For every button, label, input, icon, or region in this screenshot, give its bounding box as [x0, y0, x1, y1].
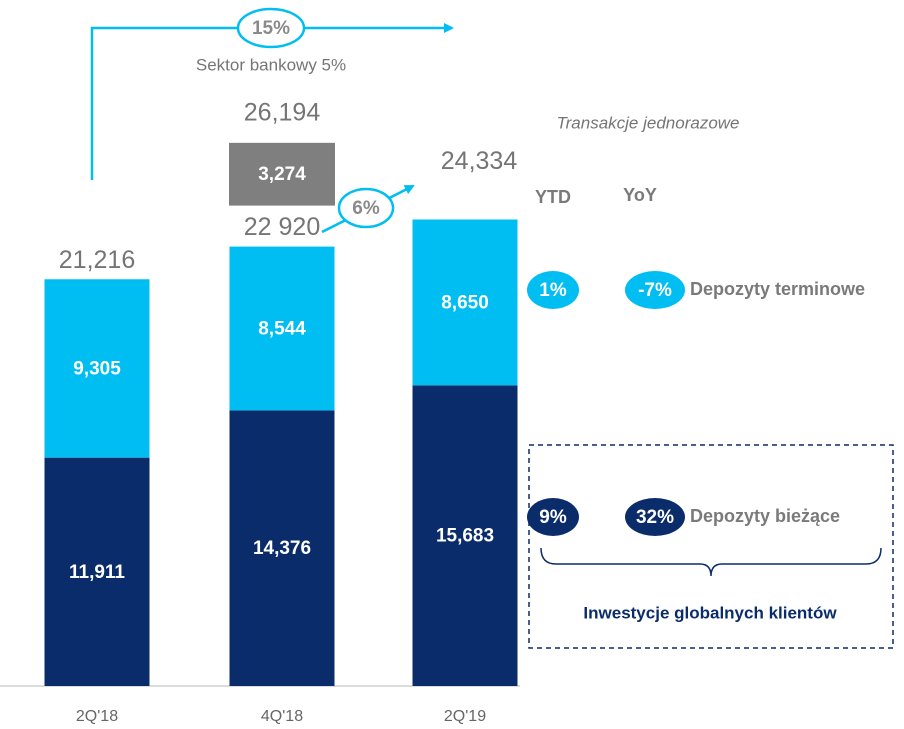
sector-note: Sektor bankowy 5% [196, 55, 346, 74]
group-label: Inwestycje globalnych klientów [583, 603, 837, 622]
change-label: 9% [539, 507, 567, 528]
growth-4q-label: 6% [352, 198, 380, 219]
change-pill [527, 498, 579, 536]
grand-total-label: 26,194 [244, 98, 321, 126]
group-brace [540, 547, 882, 577]
value-label: 3,274 [258, 164, 306, 185]
bar-segment [229, 142, 335, 206]
value-label: 9,305 [73, 358, 121, 379]
growth-arrow [90, 23, 454, 180]
change-pill [625, 498, 685, 536]
total-label: 21,216 [59, 246, 135, 274]
bar-segment [44, 457, 150, 686]
bar-segment [412, 385, 518, 686]
change-pill [527, 271, 579, 309]
growth-bubble [236, 7, 306, 49]
column-header: YTD [535, 187, 571, 207]
value-label: 11,911 [69, 562, 125, 583]
value-label: 8,544 [258, 319, 306, 340]
change-label: -7% [638, 280, 672, 301]
change-label: 32% [636, 507, 674, 528]
growth-4q-bubble [337, 187, 395, 229]
bar-segment [229, 410, 335, 686]
total-label: 24,334 [441, 147, 518, 175]
x-tick-label: 2Q'19 [444, 708, 486, 725]
legend-label: Depozyty terminowe [690, 279, 865, 299]
total-label: 22 920 [244, 213, 320, 241]
value-label: 15,683 [436, 526, 494, 547]
value-label: 14,376 [253, 538, 311, 559]
bar-segment [412, 219, 518, 386]
column-header: YoY [623, 185, 657, 205]
bar-segment [229, 246, 335, 411]
change-pill [625, 271, 685, 309]
growth-label: 15% [252, 18, 290, 39]
value-label: 8,650 [441, 292, 489, 313]
legend-label: Depozyty bieżące [690, 506, 840, 526]
series-name: Transakcje jednorazowe [557, 113, 740, 132]
change-label: 1% [539, 280, 567, 301]
group-box [528, 444, 894, 649]
x-tick-label: 2Q'18 [76, 708, 118, 725]
x-tick-label: 4Q'18 [261, 708, 303, 725]
bar-segment [44, 279, 150, 458]
